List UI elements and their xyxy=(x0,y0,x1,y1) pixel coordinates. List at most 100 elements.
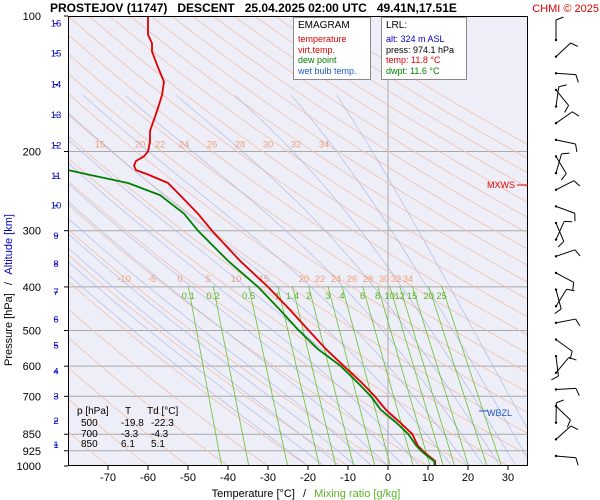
adiabat-label: 32 xyxy=(391,274,402,285)
y-axis-label: Pressure [hPa] / Altitude [km] xyxy=(3,214,15,366)
summary-table: p [hPa] T Td [°C] 500 -19.8 -22.3 700 -3.3 -4… xyxy=(69,406,187,451)
y-axis-label-sep: / xyxy=(3,281,15,285)
adiabat-label: 30 xyxy=(379,274,390,285)
wind-barb xyxy=(555,272,574,283)
wind-barb xyxy=(555,425,572,440)
wind-barb-flag xyxy=(558,84,567,88)
legend-box: EMAGRAM temperature virt.temp. dew point we… xyxy=(293,17,371,80)
wind-barb-flag xyxy=(551,375,559,381)
wind-barb xyxy=(555,42,571,58)
mixing-ratio-line xyxy=(441,285,502,466)
wind-barb-base xyxy=(554,55,558,58)
adiabat-label: 20 xyxy=(299,274,310,285)
dry-adiabat xyxy=(68,72,528,393)
y-axis-label-pressure: Pressure [hPa] xyxy=(3,293,15,366)
plot-background xyxy=(68,16,528,466)
altitude-tick-label: 6 xyxy=(53,314,58,325)
table-row: 850 6.1 5.1 xyxy=(69,439,187,451)
legend-items: temperature virt.temp. dew point wet bulb t… xyxy=(298,34,366,76)
lrl-item: dwpt: 11.6 °C xyxy=(386,65,440,76)
adiabat-label: 22 xyxy=(155,139,166,150)
wind-barb xyxy=(555,139,576,145)
lrl-item: press: 974.1 hPa xyxy=(386,44,455,55)
adiabat-label: 20 xyxy=(135,139,146,150)
wind-barb-flag xyxy=(555,16,564,21)
wind-barb xyxy=(555,405,571,421)
dry-adiabat xyxy=(68,16,528,336)
y-tick-label: 850 xyxy=(23,429,41,441)
altitude-tick-label: 7 xyxy=(53,287,58,298)
mixing-ratio-label: 1.4 xyxy=(286,291,299,302)
y-tick-label: 500 xyxy=(23,326,41,338)
table-header-pressure: p [hPa] xyxy=(77,406,109,417)
dry-adiabat xyxy=(68,180,469,466)
dry-adiabat xyxy=(68,113,528,434)
moist-adiabat xyxy=(175,94,501,466)
adiabat-label: 24 xyxy=(331,274,342,285)
dry-adiabat xyxy=(68,204,429,466)
moist-adiabat xyxy=(234,94,517,466)
altitude-tick-label: 16 xyxy=(51,19,62,30)
wind-barb-base xyxy=(554,38,558,42)
y-tick-label: 100 xyxy=(23,11,41,23)
moist-adiabat xyxy=(68,261,325,466)
wind-barb xyxy=(555,357,570,374)
wind-barb xyxy=(555,153,562,174)
wind-barb xyxy=(555,249,576,257)
x-tick-label: -60 xyxy=(140,472,156,484)
x-axis-label: Temperature [°C] / Mixing ratio [g/kg] xyxy=(212,488,401,500)
wind-barb xyxy=(555,455,576,459)
x-tick-label: -70 xyxy=(100,472,116,484)
mixing-ratio-line xyxy=(362,285,414,466)
wind-barb-base xyxy=(554,338,558,341)
wbzl-marker: WBZL xyxy=(487,408,512,418)
adiabat-label: 10 xyxy=(231,274,242,285)
wind-barb xyxy=(555,180,575,191)
mixing-ratio-line xyxy=(389,285,444,466)
wind-barb-base xyxy=(554,238,558,241)
x-tick-label: -30 xyxy=(260,472,276,484)
dry-adiabat xyxy=(191,16,528,234)
wind-barb-flag xyxy=(566,419,571,428)
x-tick-label: -20 xyxy=(300,472,316,484)
mixing-ratio-label: 25 xyxy=(436,291,447,302)
y-tick-label: 700 xyxy=(23,391,41,403)
wind-barb-base xyxy=(554,388,558,391)
mixing-ratio-line xyxy=(411,285,469,466)
table-header-t: T xyxy=(125,406,132,417)
series-line xyxy=(133,16,437,466)
y-tick-label: 400 xyxy=(23,282,41,294)
y-tick-label: 300 xyxy=(23,226,41,238)
mixing-ratio-label: 20 xyxy=(423,291,434,302)
dry-adiabat xyxy=(68,280,309,466)
dry-adiabat xyxy=(68,53,528,374)
x-tick-label: -50 xyxy=(180,472,196,484)
mixing-ratio-line xyxy=(248,285,289,466)
lrl-item: temp: 11.8 °C xyxy=(386,55,441,65)
mixing-ratio-label: 8 xyxy=(375,291,380,302)
mixing-ratio-label: 6 xyxy=(360,291,365,302)
grid-lines xyxy=(68,16,528,466)
adiabat-label: 26 xyxy=(347,274,358,285)
wind-barb xyxy=(555,289,562,310)
wind-barb-flag xyxy=(570,42,579,47)
x-tick-label: 0 xyxy=(385,472,391,484)
dry-adiabat xyxy=(88,16,528,318)
wind-barb-flag xyxy=(554,308,562,315)
copyright: CHMI © 2025 xyxy=(532,3,599,15)
wind-barb-flag xyxy=(564,105,570,113)
wind-barb xyxy=(555,86,560,107)
mixing-ratio-label: 3 xyxy=(325,291,330,302)
wind-barb-flag xyxy=(575,143,578,152)
table-cell: -3.3 xyxy=(121,428,139,440)
wind-barb xyxy=(555,356,559,377)
wind-barb-flag xyxy=(556,399,565,404)
wind-barb xyxy=(555,289,568,307)
wind-barb-base xyxy=(554,255,558,258)
mixing-ratio-line xyxy=(341,285,391,466)
x-axis-label-mixing: Mixing ratio [g/kg] xyxy=(314,488,400,500)
wind-barb xyxy=(555,205,575,214)
